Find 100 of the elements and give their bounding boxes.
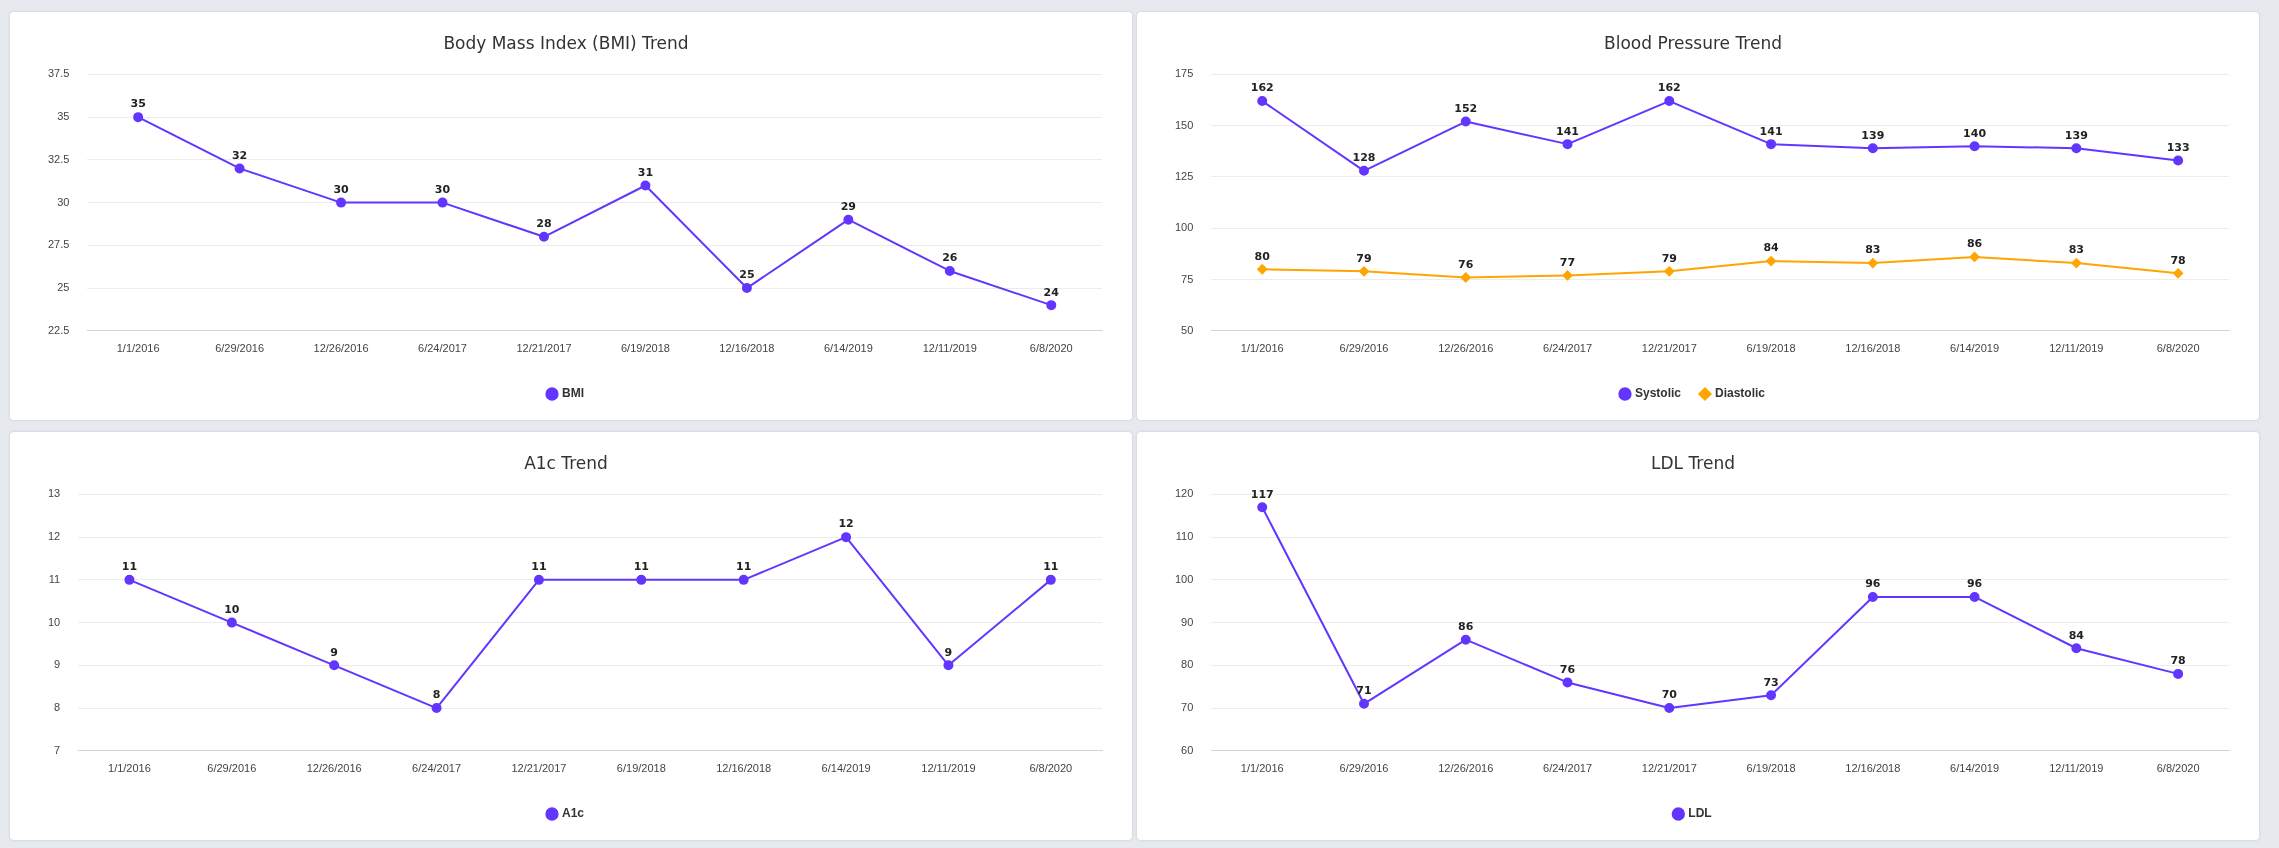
point: [124, 574, 135, 585]
y-tick-label: 175: [1174, 67, 1194, 80]
point: [1664, 96, 1675, 107]
point: [1969, 591, 1980, 602]
point: [1460, 116, 1471, 127]
data-label: 24: [1043, 285, 1060, 299]
data-label: 78: [2170, 654, 2186, 668]
data-label: 10: [224, 602, 240, 616]
y-tick-label: 10: [47, 615, 61, 628]
y-tick-label: 50: [1181, 323, 1194, 336]
data-label: 96: [1865, 577, 1881, 591]
x-tick-label: 12/26/2016: [313, 342, 369, 355]
legend-label: BMI: [562, 386, 584, 401]
data-label: 11: [736, 560, 752, 574]
point: [1969, 251, 1980, 262]
data-label: 9: [330, 645, 338, 659]
point: [741, 283, 752, 294]
point: [1562, 139, 1573, 150]
data-label: 117: [1250, 487, 1274, 501]
data-label: 141: [1556, 124, 1580, 138]
data-label: 139: [2064, 128, 2088, 142]
x-tick-label: 6/24/2017: [1543, 342, 1592, 355]
y-tick-label: 35: [57, 110, 70, 123]
y-tick-label: 12: [47, 530, 61, 543]
x-tick-label: 6/29/2016: [215, 342, 265, 355]
y-tick-label: 30: [57, 195, 70, 208]
x-tick-label: 1/1/2016: [116, 342, 160, 355]
x-tick-label: 12/21/2017: [1641, 342, 1697, 355]
point: [538, 231, 549, 242]
point: [1969, 141, 1980, 152]
y-tick-label: 13: [47, 487, 61, 500]
x-tick-label: 6/14/2019: [823, 342, 873, 355]
point: [234, 163, 245, 174]
point: [943, 660, 954, 671]
data-label: 76: [1458, 257, 1474, 271]
point: [226, 617, 237, 628]
point: [2071, 143, 2082, 154]
data-label: 29: [840, 200, 857, 214]
data-label: 84: [2068, 628, 2085, 642]
point: [336, 197, 347, 208]
data-label: 11: [531, 560, 547, 574]
point: [431, 703, 442, 714]
data-label: 86: [1458, 620, 1474, 634]
data-label: 128: [1352, 151, 1376, 165]
point: [1867, 143, 1878, 154]
y-tick-label: 32.5: [47, 152, 70, 165]
y-tick-label: 25: [57, 281, 70, 294]
data-label: 133: [2166, 140, 2190, 154]
x-tick-label: 12/11/2019: [2049, 762, 2104, 775]
y-tick-label: 7: [54, 743, 61, 756]
x-tick-label: 6/14/2019: [821, 762, 871, 775]
point: [944, 265, 955, 276]
x-tick-label: 6/14/2019: [1950, 762, 2000, 775]
data-label: 78: [2170, 253, 2186, 267]
data-label: 83: [1865, 243, 1881, 257]
x-tick-label: 12/11/2019: [922, 342, 977, 355]
data-label: 30: [434, 182, 451, 196]
point: [843, 214, 854, 225]
point: [1046, 300, 1057, 311]
x-tick-label: 12/26/2016: [1438, 762, 1494, 775]
y-tick-label: 125: [1174, 169, 1194, 182]
x-tick-label: 6/19/2018: [1746, 342, 1796, 355]
point: [1359, 266, 1369, 277]
point: [640, 180, 651, 191]
y-tick-label: 22.5: [47, 323, 70, 336]
x-tick-label: 12/16/2018: [1845, 762, 1901, 775]
x-tick-label: 6/19/2018: [620, 342, 670, 355]
point: [841, 532, 852, 543]
x-tick-label: 6/29/2016: [207, 762, 257, 775]
legend-label: A1c: [561, 806, 585, 821]
y-tick-label: 90: [1181, 615, 1194, 628]
point: [1766, 256, 1777, 267]
data-label: 30: [333, 182, 350, 196]
data-label: 28: [536, 217, 552, 231]
x-tick-label: 6/29/2016: [1339, 342, 1389, 355]
y-tick-label: 80: [1181, 658, 1194, 671]
x-tick-label: 12/21/2017: [516, 342, 572, 355]
data-label: 11: [633, 560, 649, 574]
point: [329, 660, 340, 671]
x-tick-label: 12/21/2017: [511, 762, 567, 775]
x-tick-label: 6/24/2017: [418, 342, 467, 355]
point: [2071, 258, 2082, 269]
point: [1257, 96, 1268, 107]
chart-title: Body Mass Index (BMI) Trend: [443, 32, 689, 53]
data-label: 96: [1966, 577, 1983, 591]
data-label: 83: [2068, 243, 2085, 257]
y-tick-label: 27.5: [47, 238, 70, 251]
legend-label: Systolic: [1634, 386, 1682, 401]
x-tick-label: 6/24/2017: [1543, 762, 1592, 775]
data-label: 11: [1043, 560, 1059, 574]
point: [1562, 270, 1573, 281]
data-label: 9: [944, 645, 953, 659]
point: [2173, 268, 2184, 279]
point: [437, 197, 448, 208]
x-tick-label: 12/26/2016: [1438, 342, 1494, 355]
point: [1562, 677, 1573, 688]
x-tick-label: 1/1/2016: [108, 762, 151, 775]
x-tick-label: 12/21/2017: [1641, 762, 1697, 775]
point: [1460, 634, 1471, 645]
y-tick-label: 100: [1174, 221, 1194, 234]
